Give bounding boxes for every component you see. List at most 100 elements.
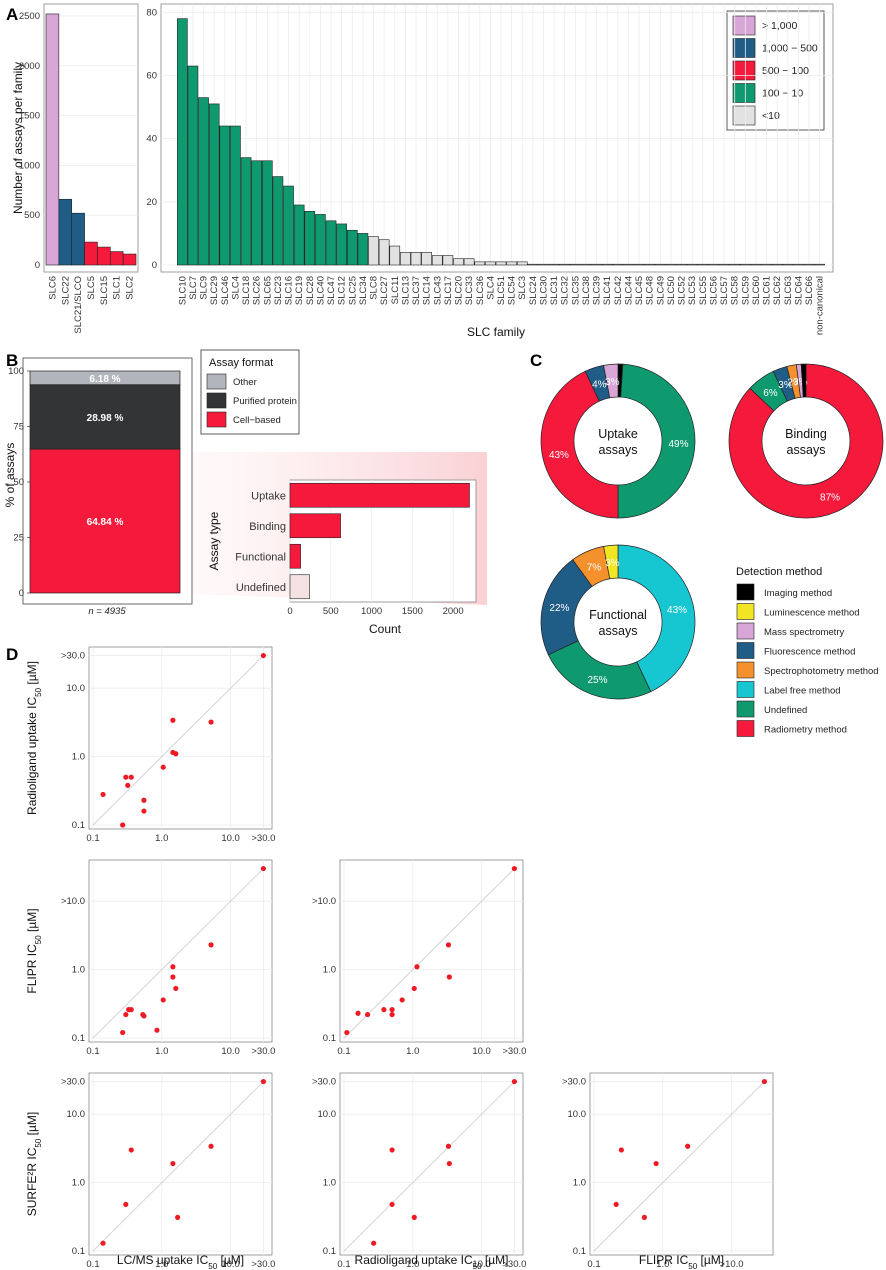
- legend-swatch: [732, 15, 756, 36]
- detection-legend-label: Fluorescence method: [764, 647, 855, 658]
- x-tick-label: SLC41: [602, 276, 613, 305]
- x-tick-label: SLC51: [496, 276, 507, 305]
- legend-swatch: [732, 83, 756, 103]
- bar-slc3: [516, 261, 528, 266]
- detection-legend-swatch: [736, 661, 755, 679]
- donut-slice-luminescence-method: [603, 544, 619, 580]
- bar-slc42: [612, 263, 624, 266]
- identity-line: [343, 868, 515, 1039]
- bar-slc31: [548, 263, 560, 266]
- slice-label: 25%: [587, 675, 607, 686]
- slice-label: 43%: [549, 450, 569, 461]
- stack-segment-purified-protein: [29, 384, 181, 450]
- x-tick-label: SLC65: [262, 276, 273, 305]
- y-tick-label: 0.1: [573, 1246, 586, 1257]
- y-axis-label-radioligand-subscript: 50: [34, 687, 43, 696]
- data-point: [208, 719, 214, 725]
- y-tick-label: 40: [146, 134, 157, 145]
- bar-slc51: [495, 261, 507, 266]
- data-point: [411, 985, 417, 992]
- data-point: [653, 1160, 659, 1167]
- data-point: [170, 1160, 176, 1167]
- assay-format-swatch: [206, 373, 227, 390]
- bar-slc9: [198, 97, 209, 266]
- data-point: [173, 751, 179, 757]
- x-tick-label: SLC34: [358, 276, 369, 305]
- donut-slice-undefined: [547, 640, 652, 700]
- bar-slc49: [655, 263, 666, 266]
- bar-slc56: [708, 263, 719, 266]
- bar-slc23: [272, 176, 284, 266]
- bar-slc33: [463, 258, 475, 266]
- x-tick-label: 0.1: [587, 1259, 600, 1270]
- x-tick-label: SLC37: [411, 276, 422, 305]
- data-point: [100, 1240, 106, 1246]
- bar-slc40: [315, 214, 326, 266]
- bar-slc46: [219, 125, 231, 266]
- y-tick-label: 1.0: [72, 965, 85, 976]
- x-tick-label: SLC22: [60, 276, 71, 305]
- detection-legend-swatch: [736, 720, 755, 737]
- bar-slc27: [378, 239, 390, 266]
- data-point: [389, 1201, 395, 1208]
- y-tick-label: 0.1: [72, 820, 85, 831]
- x-axis-label-flipr-main: FLIPR IC: [639, 1253, 689, 1267]
- slice-label: 3%: [793, 377, 808, 388]
- x-tick-label: SLC64: [793, 276, 804, 305]
- bar-slc11: [389, 245, 401, 266]
- x-tick-label: SLC59: [740, 276, 751, 305]
- x-tick-label: SLC50: [666, 276, 677, 305]
- x-axis-label-flipr: FLIPR IC50 [µM]: [639, 1253, 724, 1270]
- x-tick-label: SLC47: [326, 276, 337, 305]
- data-point: [260, 652, 266, 659]
- bar-slc52: [676, 263, 687, 266]
- bar-slc47: [325, 220, 337, 266]
- y-tick-label: 1.0: [72, 1178, 85, 1189]
- x-tick-label: 10.0: [221, 1046, 240, 1057]
- x-tick-label: SLC30: [538, 276, 549, 305]
- slice-label: 3%: [605, 558, 620, 569]
- y-tick-label: >10.0: [61, 896, 85, 907]
- identity-line: [92, 1081, 264, 1252]
- category-label: Functional: [235, 551, 286, 563]
- panel-d-scatter-grid: 0.1 1.0 10.0 >30.0 0.1 1.0 10.0 >30.0 0.1 1.0 10.0…: [25, 646, 774, 1270]
- data-point: [141, 808, 147, 814]
- x-tick-label: SLC55: [698, 276, 709, 305]
- data-point: [511, 1078, 517, 1085]
- y-tick-label: 2000: [19, 61, 40, 72]
- y-tick-label: 1.0: [323, 965, 336, 976]
- data-point: [411, 1214, 417, 1220]
- data-point: [344, 1029, 350, 1036]
- data-point: [260, 865, 266, 872]
- identity-line: [593, 1081, 765, 1252]
- data-point: [389, 1011, 395, 1018]
- y-tick-label: 0.1: [323, 1033, 336, 1044]
- x-tick-label: SLC62: [772, 276, 783, 305]
- bar-slc54: [506, 261, 517, 266]
- legend-label: 500 − 100: [762, 65, 809, 77]
- y-tick-label: 80: [146, 7, 157, 18]
- y-tick-label: 20: [146, 197, 157, 208]
- x-tick-label: SLC10: [177, 276, 188, 305]
- y-tick-label: 60: [146, 70, 157, 81]
- bar-slc61: [761, 263, 772, 266]
- y-tick-label: 10.0: [67, 1109, 86, 1120]
- slice-label: 7%: [587, 562, 602, 573]
- y-tick-label: 2500: [19, 11, 40, 22]
- x-tick-label: SLC13: [400, 276, 411, 305]
- x-tick-label: SLC60: [751, 276, 762, 305]
- y-tick-label: 10.0: [318, 1109, 337, 1120]
- donut-center-label: Functional: [589, 608, 647, 622]
- assay-format-label: Purified protein: [233, 396, 297, 407]
- x-tick-label: SLC31: [549, 276, 560, 305]
- bar-slc41: [601, 263, 613, 266]
- category-label: Uptake: [251, 490, 286, 502]
- hbar-undefined: [289, 574, 310, 600]
- y-axis-label-radioligand-main: Radioligand uptake IC: [25, 697, 39, 815]
- data-point: [125, 782, 131, 788]
- x-tick-label: 10.0: [221, 833, 240, 844]
- y-axis-label-surfe-unit: [µM]: [25, 1112, 39, 1139]
- x-tick-label: SLC25: [347, 276, 358, 305]
